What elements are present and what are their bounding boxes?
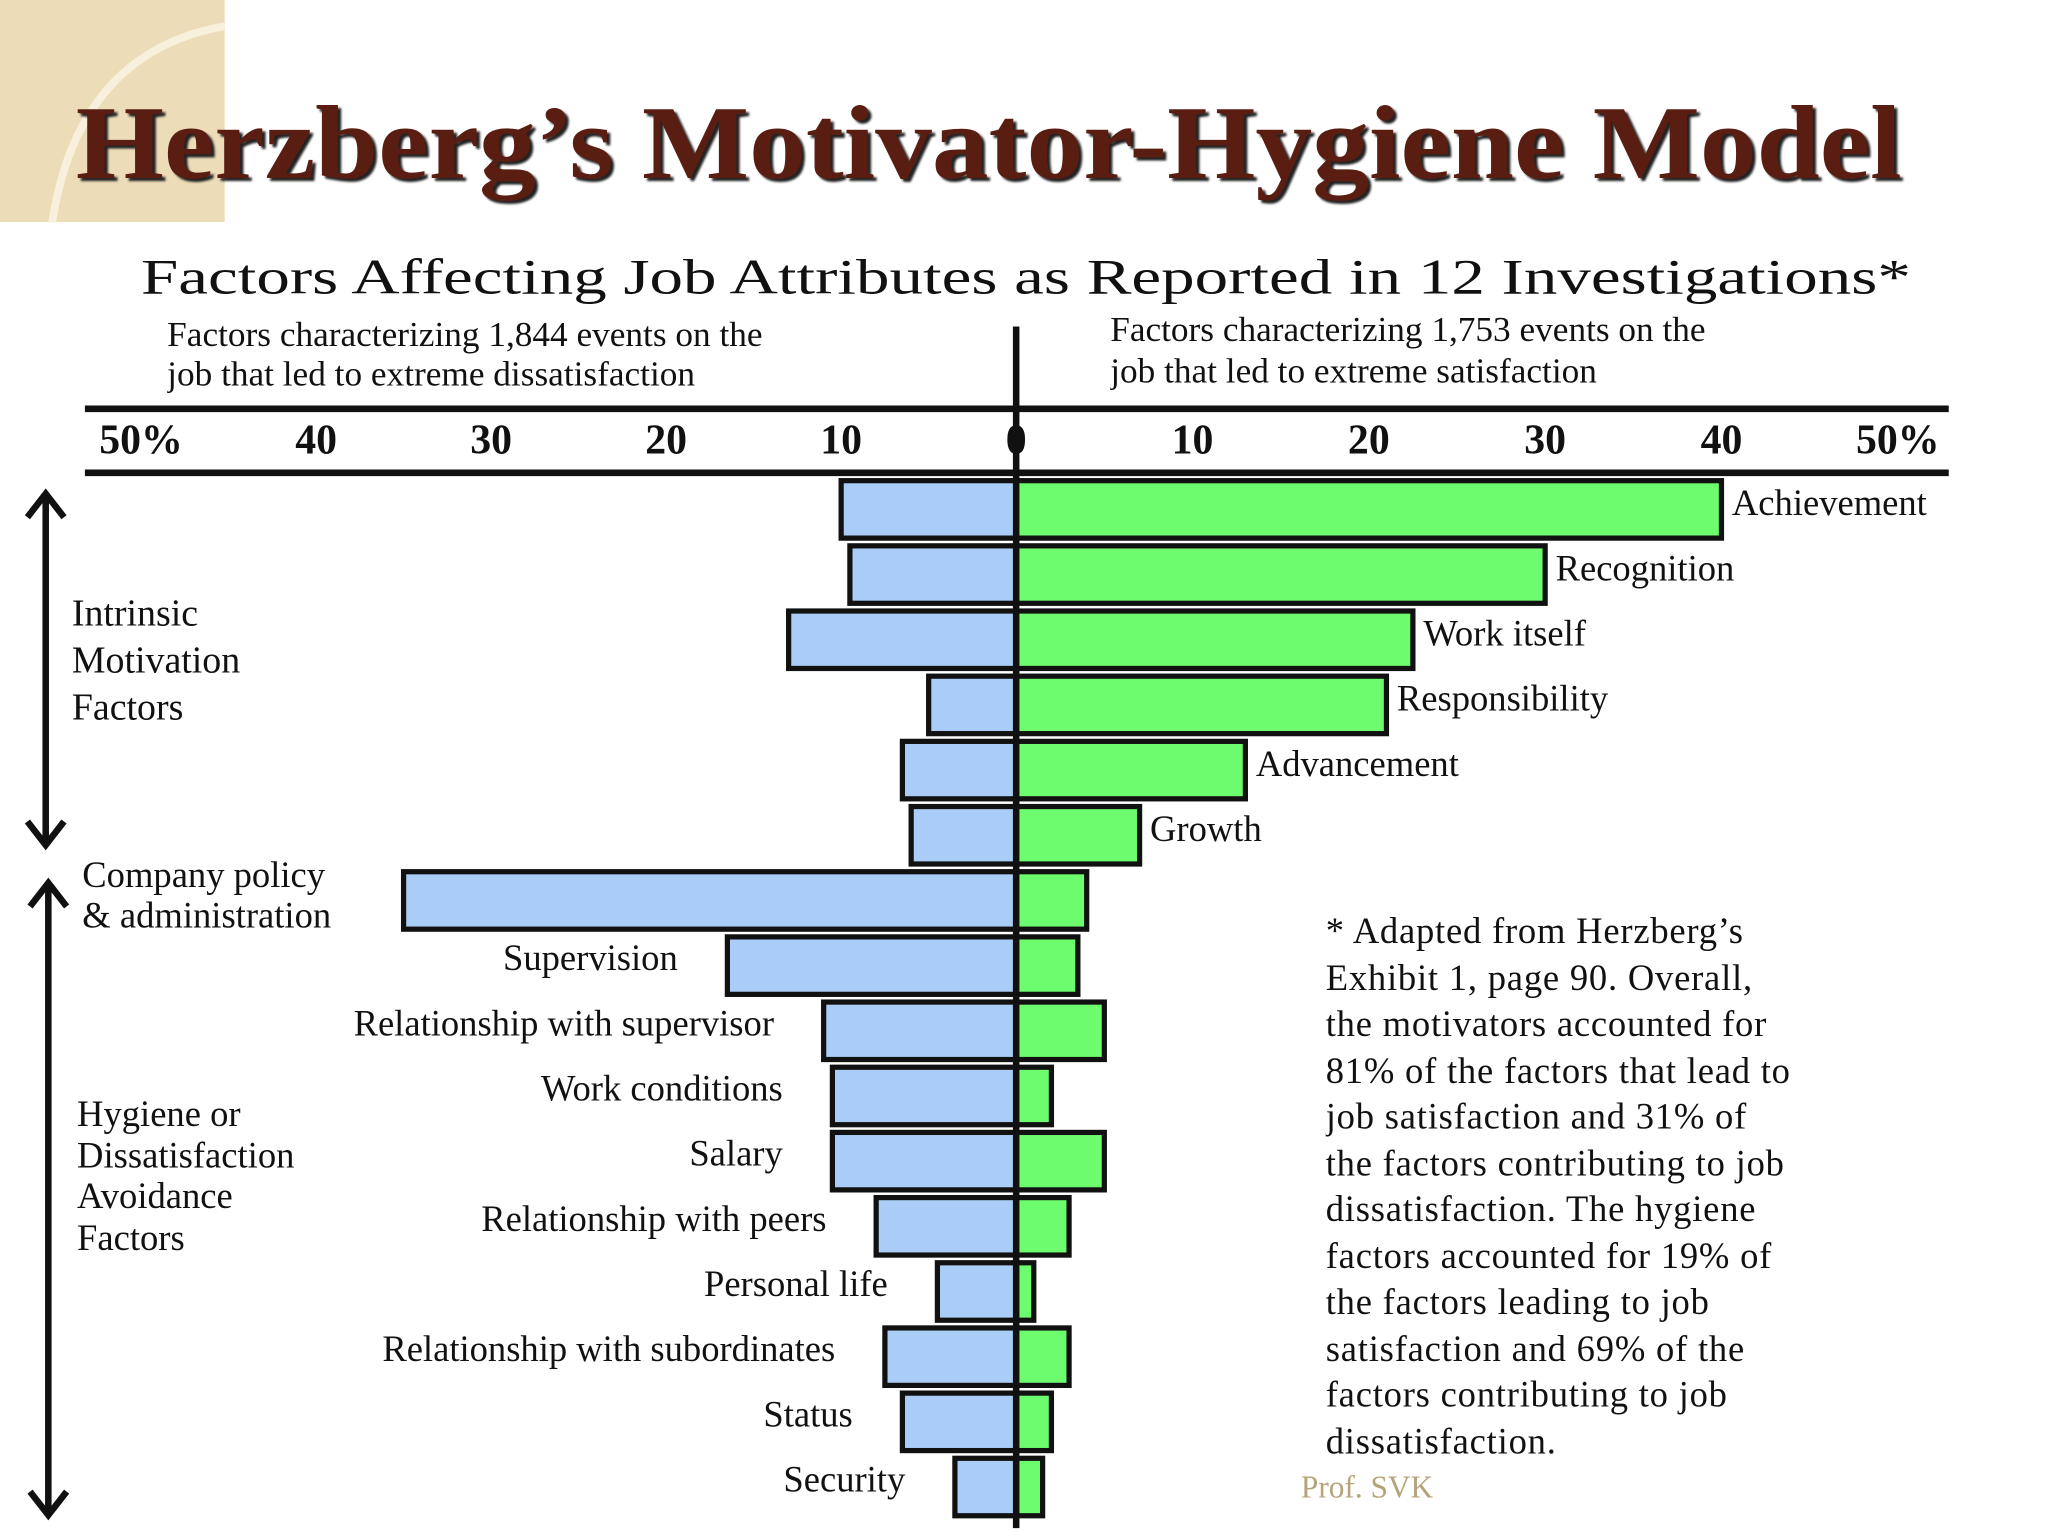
chart-title: Factors Affecting Job Attributes as Repo… [141, 250, 1911, 305]
right-header-box: Factors characterizing 1,753 events on t… [1110, 309, 1706, 391]
category-label: Advancement [1256, 743, 1459, 784]
x-tick-label: 50% [99, 418, 183, 464]
category-label: Supervision [503, 937, 678, 978]
satisfaction-bar [1013, 934, 1081, 997]
dissatisfaction-bar [899, 738, 1019, 802]
category-label: Relationship with subordinates [382, 1328, 835, 1369]
dissatisfaction-bar [821, 999, 1019, 1063]
category-label: Growth [1150, 808, 1262, 849]
satisfaction-bar [1013, 738, 1248, 802]
dissatisfaction-bar [873, 1194, 1019, 1258]
satisfaction-bar [1013, 608, 1416, 672]
category-label: Recognition [1556, 547, 1735, 588]
dissatisfaction-bar [829, 1129, 1019, 1193]
category-label: Status [763, 1393, 852, 1434]
satisfaction-bar [1013, 1064, 1055, 1128]
group-label: Intrinsic Motivation Factors [71, 592, 241, 729]
satisfaction-bar [1013, 673, 1390, 737]
category-label: Work conditions [541, 1067, 783, 1108]
category-label: Security [783, 1458, 906, 1499]
satisfaction-bar [1013, 803, 1143, 867]
satisfaction-bar [1013, 999, 1107, 1063]
group-label-box: Intrinsic Motivation Factors [71, 592, 241, 729]
dissatisfaction-bar [899, 1390, 1019, 1454]
satisfaction-bar [1013, 869, 1090, 932]
category-label: Relationship with peers [481, 1198, 826, 1239]
corner-swoosh [48, 22, 226, 223]
dissatisfaction-bar [952, 1455, 1019, 1519]
arrow-head [27, 1489, 70, 1521]
arrow-head [24, 819, 67, 851]
category-label: Company policy & administration [82, 856, 332, 937]
satisfaction-bar [1013, 1129, 1107, 1193]
page-title: Herzberg’s Motivator-Hygiene Model [76, 85, 1902, 201]
left-header: Factors characterizing 1,844 events on t… [167, 314, 763, 394]
satisfaction-bar [1013, 1194, 1072, 1258]
footnote: * Adapted from Herzberg’s Exhibit 1, pag… [1325, 911, 1791, 1463]
category-label-box: Company policy & administration [82, 856, 332, 937]
credit: Prof. SVK [1301, 1469, 1434, 1504]
x-tick-label: 10 [820, 418, 862, 464]
right-header: Factors characterizing 1,753 events on t… [1110, 309, 1706, 391]
category-label: Personal life [704, 1263, 888, 1304]
satisfaction-bar [1013, 1455, 1046, 1519]
satisfaction-bar [1013, 1325, 1072, 1389]
arrow-head [27, 877, 70, 909]
dissatisfaction-bar [400, 869, 1019, 932]
dissatisfaction-bar [934, 1260, 1019, 1323]
dissatisfaction-bar [829, 1064, 1019, 1128]
satisfaction-bar [1013, 1390, 1055, 1454]
group-arrows [24, 488, 70, 1521]
category-label: Work itself [1423, 613, 1586, 654]
arrow-head [24, 488, 67, 520]
dissatisfaction-bar [724, 934, 1019, 997]
satisfaction-bar [1013, 543, 1548, 606]
category-label: Responsibility [1397, 678, 1609, 719]
x-tick-label: 10 [1172, 418, 1214, 464]
footnote-box: * Adapted from Herzberg’s Exhibit 1, pag… [1325, 911, 1791, 1463]
dissatisfaction-bar [882, 1325, 1019, 1389]
dissatisfaction-bar [908, 803, 1019, 867]
group-label-box: Hygiene or Dissatisfaction Avoidance Fac… [77, 1094, 295, 1259]
x-tick-label: 30 [1524, 418, 1566, 464]
category-label: Achievement [1732, 482, 1927, 523]
x-tick-label: 20 [645, 418, 687, 464]
dissatisfaction-bar [838, 478, 1019, 541]
group-label: Hygiene or Dissatisfaction Avoidance Fac… [77, 1094, 295, 1259]
satisfaction-bar [1013, 478, 1725, 541]
x-tick-label: 30 [470, 418, 512, 464]
x-tick-label: 20 [1348, 418, 1390, 464]
x-tick-label: 40 [295, 418, 337, 464]
x-tick-label: 40 [1701, 418, 1743, 464]
dissatisfaction-bar [786, 608, 1019, 672]
category-label: Relationship with supervisor [354, 1002, 774, 1043]
category-label: Salary [689, 1133, 783, 1174]
x-tick-label: 50% [1856, 418, 1940, 464]
dissatisfaction-bar [926, 673, 1019, 737]
left-header-box: Factors characterizing 1,844 events on t… [167, 314, 763, 394]
dissatisfaction-bar [847, 543, 1019, 606]
